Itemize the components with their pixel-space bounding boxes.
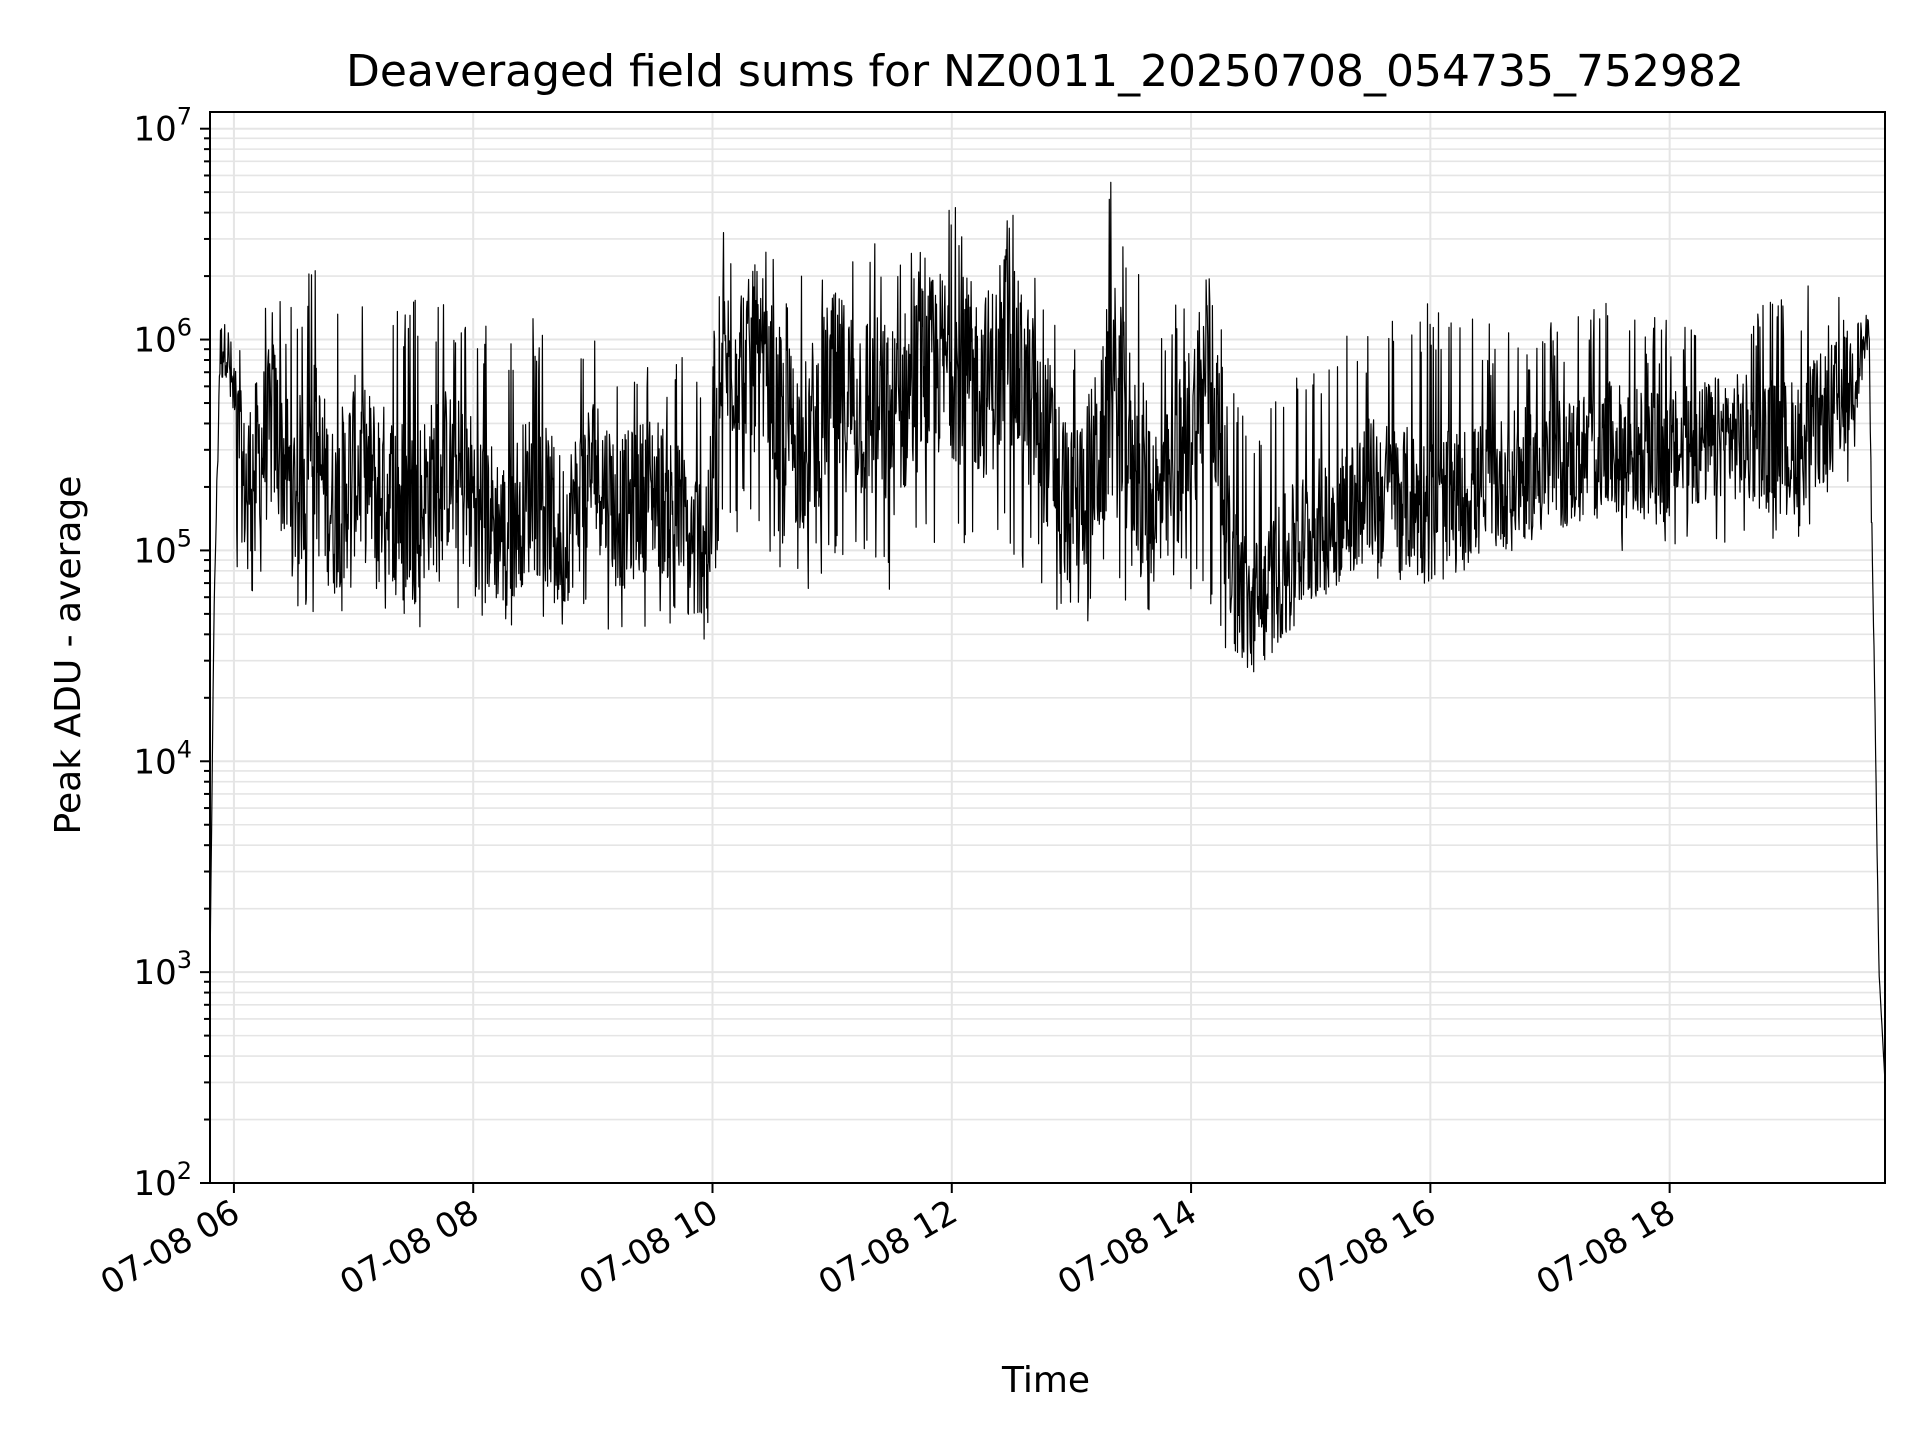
series-line: [209, 181, 1886, 1083]
axis-ticks: 102 103 104 105 106 107 07-08 06 07-08 08 07-08 …: [94, 103, 1682, 1304]
x-tick-label: 07-08 12: [812, 1192, 964, 1303]
x-tick-label: 07-08 14: [1051, 1192, 1203, 1303]
x-tick-label: 07-08 06: [94, 1192, 246, 1303]
x-tick-label: 07-08 08: [333, 1192, 485, 1303]
y-tick-label: 103: [133, 946, 192, 993]
y-tick-label: 107: [133, 103, 192, 150]
y-axis-label: Peak ADU - average: [48, 476, 89, 835]
y-tick-label: 104: [133, 735, 192, 782]
plot-frame: [209, 111, 1886, 1184]
x-axis-label: Time: [1001, 1360, 1090, 1401]
y-tick-label: 105: [133, 524, 192, 571]
x-tick-label: 07-08 10: [573, 1192, 725, 1303]
series-group: [209, 181, 1886, 1083]
chart-title: Deaveraged field sums for NZ0011_2025070…: [346, 46, 1744, 97]
y-tick-label: 106: [133, 314, 192, 361]
x-tick-label: 07-08 18: [1530, 1192, 1682, 1303]
y-tick-label: 102: [133, 1157, 192, 1204]
x-tick-label: 07-08 16: [1290, 1192, 1442, 1303]
grid-lines: [210, 112, 1885, 1184]
